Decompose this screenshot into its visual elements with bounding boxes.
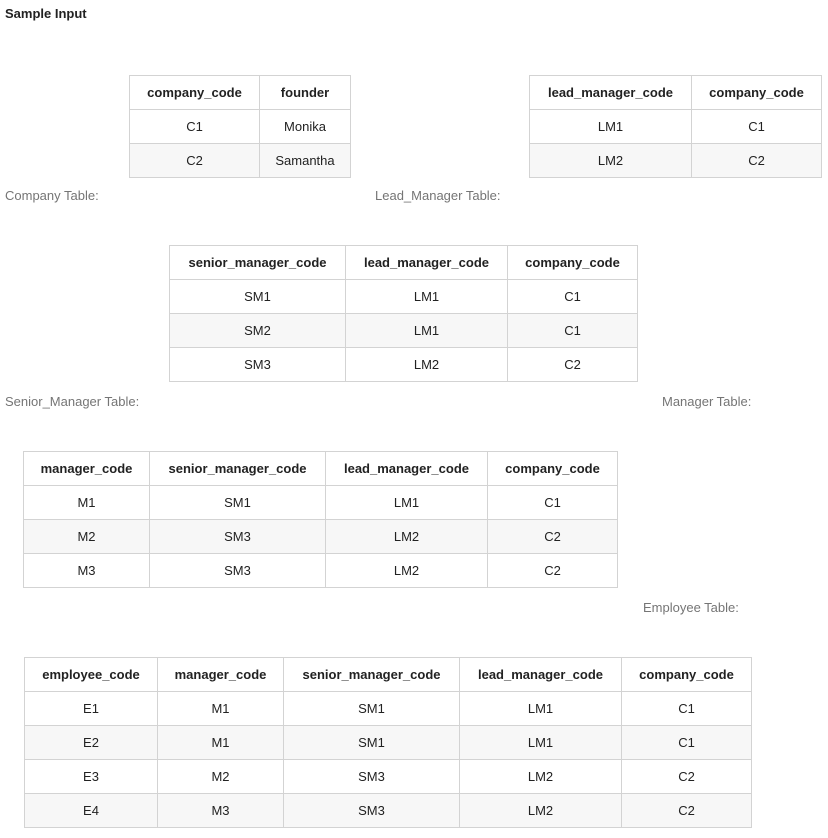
- column-header: company_code: [129, 75, 260, 110]
- table-cell: SM3: [169, 347, 346, 382]
- table-cell: M2: [23, 519, 150, 554]
- column-header: lead_manager_code: [345, 245, 508, 280]
- table-cell: SM3: [149, 553, 326, 588]
- table-cell: LM2: [459, 759, 622, 794]
- table-row: C1 Monika: [129, 109, 351, 144]
- table-cell: M2: [157, 759, 284, 794]
- column-header: lead_manager_code: [529, 75, 692, 110]
- table-header-row: lead_manager_code company_code: [529, 75, 822, 110]
- column-header: senior_manager_code: [149, 451, 326, 486]
- table-cell: E2: [24, 725, 158, 760]
- table-cell: SM1: [283, 725, 460, 760]
- table-row: C2 Samantha: [129, 143, 351, 178]
- column-header: company_code: [621, 657, 752, 692]
- table-row: LM1 C1: [529, 109, 822, 144]
- table-row: E2 M1 SM1 LM1 C1: [24, 725, 752, 760]
- table-cell: M1: [157, 725, 284, 760]
- table-cell: M1: [23, 485, 150, 520]
- table-cell: LM1: [459, 691, 622, 726]
- table-cell: LM2: [325, 519, 488, 554]
- table-row: SM1 LM1 C1: [169, 279, 638, 314]
- column-header: senior_manager_code: [283, 657, 460, 692]
- table-cell: C1: [129, 109, 260, 144]
- column-header: manager_code: [23, 451, 150, 486]
- manager-table-caption: Manager Table:: [662, 394, 752, 409]
- column-header: senior_manager_code: [169, 245, 346, 280]
- table-cell: LM2: [529, 143, 692, 178]
- employee-table-caption: Employee Table:: [643, 600, 739, 615]
- table-cell: C2: [621, 759, 752, 794]
- table-cell: C1: [487, 485, 618, 520]
- table-cell: LM1: [459, 725, 622, 760]
- senior-manager-table-caption: Senior_Manager Table:: [5, 394, 140, 409]
- table-cell: LM2: [345, 347, 508, 382]
- table-row: M1 SM1 LM1 C1: [23, 485, 618, 520]
- column-header: lead_manager_code: [459, 657, 622, 692]
- table-cell: C2: [487, 553, 618, 588]
- table-cell: M3: [23, 553, 150, 588]
- table-header-row: manager_code senior_manager_code lead_ma…: [23, 451, 618, 486]
- table-row: M3 SM3 LM2 C2: [23, 553, 618, 588]
- table-cell: C1: [507, 279, 638, 314]
- employee-table: employee_code manager_code senior_manage…: [24, 657, 752, 828]
- table-cell: Monika: [259, 109, 351, 144]
- company-table: company_code founder C1 Monika C2 Samant…: [129, 75, 351, 178]
- table-cell: LM2: [459, 793, 622, 828]
- table-cell: LM1: [345, 279, 508, 314]
- table-cell: C2: [621, 793, 752, 828]
- table-cell: C2: [507, 347, 638, 382]
- column-header: company_code: [507, 245, 638, 280]
- table-cell: M3: [157, 793, 284, 828]
- table-header-row: senior_manager_code lead_manager_code co…: [169, 245, 638, 280]
- table-row: SM2 LM1 C1: [169, 313, 638, 348]
- table-cell: SM3: [283, 759, 460, 794]
- table-cell: E3: [24, 759, 158, 794]
- senior-manager-table: senior_manager_code lead_manager_code co…: [169, 245, 638, 382]
- table-header-row: employee_code manager_code senior_manage…: [24, 657, 752, 692]
- table-cell: C1: [691, 109, 822, 144]
- table-row: E3 M2 SM3 LM2 C2: [24, 759, 752, 794]
- section-heading: Sample Input: [5, 6, 87, 21]
- table-row: SM3 LM2 C2: [169, 347, 638, 382]
- column-header: founder: [259, 75, 351, 110]
- column-header: employee_code: [24, 657, 158, 692]
- table-cell: SM1: [283, 691, 460, 726]
- table-cell: SM1: [149, 485, 326, 520]
- column-header: company_code: [487, 451, 618, 486]
- column-header: lead_manager_code: [325, 451, 488, 486]
- table-cell: SM3: [283, 793, 460, 828]
- table-cell: LM1: [345, 313, 508, 348]
- table-cell: C2: [129, 143, 260, 178]
- table-cell: C1: [621, 725, 752, 760]
- table-cell: SM2: [169, 313, 346, 348]
- table-cell: C2: [487, 519, 618, 554]
- lead-manager-table-caption: Lead_Manager Table:: [375, 188, 501, 203]
- table-cell: LM1: [529, 109, 692, 144]
- manager-table: manager_code senior_manager_code lead_ma…: [23, 451, 618, 588]
- table-row: M2 SM3 LM2 C2: [23, 519, 618, 554]
- table-cell: C2: [691, 143, 822, 178]
- table-cell: C1: [507, 313, 638, 348]
- table-row: E1 M1 SM1 LM1 C1: [24, 691, 752, 726]
- table-cell: M1: [157, 691, 284, 726]
- table-cell: SM3: [149, 519, 326, 554]
- table-row: LM2 C2: [529, 143, 822, 178]
- table-cell: LM2: [325, 553, 488, 588]
- company-table-caption: Company Table:: [5, 188, 99, 203]
- lead-manager-table: lead_manager_code company_code LM1 C1 LM…: [529, 75, 822, 178]
- table-cell: E4: [24, 793, 158, 828]
- table-cell: SM1: [169, 279, 346, 314]
- table-cell: Samantha: [259, 143, 351, 178]
- table-row: E4 M3 SM3 LM2 C2: [24, 793, 752, 828]
- table-header-row: company_code founder: [129, 75, 351, 110]
- column-header: company_code: [691, 75, 822, 110]
- table-cell: C1: [621, 691, 752, 726]
- table-cell: E1: [24, 691, 158, 726]
- table-cell: LM1: [325, 485, 488, 520]
- column-header: manager_code: [157, 657, 284, 692]
